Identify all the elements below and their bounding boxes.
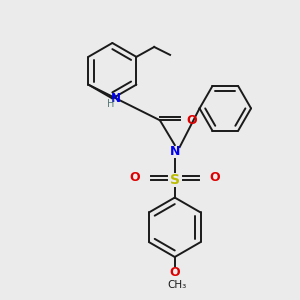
Text: O: O — [130, 171, 140, 184]
Text: N: N — [111, 92, 121, 105]
Text: O: O — [169, 266, 180, 279]
Text: O: O — [186, 114, 197, 127]
Text: CH₃: CH₃ — [167, 280, 186, 290]
Text: N: N — [169, 146, 180, 158]
Text: S: S — [170, 173, 180, 187]
Text: H: H — [106, 99, 114, 110]
Text: O: O — [209, 171, 220, 184]
